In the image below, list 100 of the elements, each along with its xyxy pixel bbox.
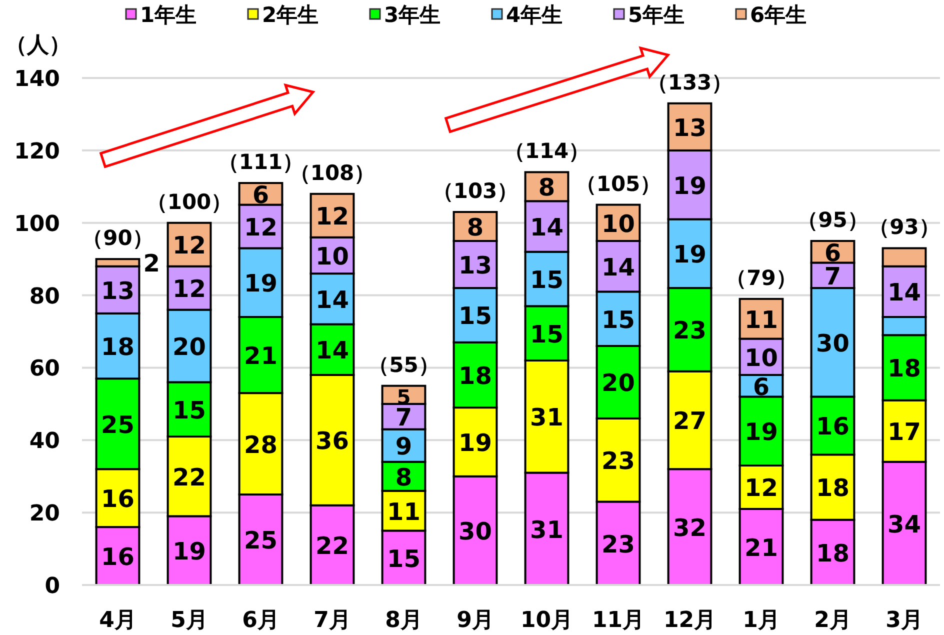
data-label: 14	[316, 336, 349, 365]
y-tick-label: 20	[29, 502, 60, 527]
data-label: 20	[602, 369, 635, 398]
data-label: 14	[888, 278, 921, 307]
data-label: 9	[395, 432, 412, 461]
data-label: 19	[744, 418, 778, 446]
data-label: 6	[752, 372, 770, 401]
data-label: 8	[395, 463, 412, 492]
data-label: 19	[673, 172, 706, 200]
data-label: 15	[172, 396, 206, 424]
data-label: 13	[458, 252, 492, 280]
data-label: 19	[244, 270, 278, 298]
legend-label: 6年生	[750, 3, 807, 27]
data-label: 15	[602, 306, 635, 334]
total-label: （79）	[726, 266, 797, 290]
data-label: 23	[602, 447, 635, 476]
data-label: 18	[101, 332, 134, 361]
x-tick-label: 9月	[456, 608, 494, 633]
data-label: 10	[744, 344, 778, 372]
data-label: 14	[316, 286, 349, 314]
data-label: 19	[172, 538, 206, 566]
x-tick-label: 8月	[385, 608, 422, 633]
data-label: 34	[888, 510, 921, 538]
data-label: 16	[101, 543, 134, 572]
x-tick-label: 5月	[170, 608, 208, 633]
data-label: 12	[744, 474, 778, 502]
data-label: 23	[673, 316, 706, 345]
y-tick-label: 80	[29, 284, 60, 310]
data-label: 21	[244, 342, 278, 370]
data-label: 13	[101, 276, 134, 305]
total-label: （105）	[575, 172, 662, 196]
data-label: 15	[530, 320, 564, 348]
data-label: 20	[172, 332, 206, 361]
data-label: 18	[458, 362, 492, 390]
data-label: 23	[602, 530, 635, 558]
legend-label: 3年生	[384, 3, 441, 27]
data-label: 10	[602, 210, 635, 238]
x-tick-label: 6月	[242, 608, 280, 633]
data-label: 25	[244, 526, 278, 555]
data-label: 8	[466, 213, 484, 242]
data-label: 2	[143, 250, 160, 278]
data-label: 27	[673, 407, 706, 436]
data-label: 11	[387, 498, 420, 526]
x-tick-label: 2月	[814, 608, 852, 633]
data-label: 15	[530, 266, 564, 294]
data-label: 12	[172, 232, 206, 260]
legend-label: 4年生	[506, 3, 563, 27]
data-label: 31	[530, 516, 564, 544]
data-label: 19	[673, 240, 706, 269]
data-label: 11	[744, 306, 778, 334]
x-tick-label: 1月	[742, 608, 780, 633]
total-label: （114）	[504, 139, 590, 164]
data-label: 7	[395, 404, 412, 432]
x-tick-label: 12月	[663, 608, 716, 633]
data-label: 6	[252, 180, 270, 209]
data-label: 31	[530, 404, 564, 432]
y-tick-label: 120	[14, 139, 60, 164]
data-label: 18	[888, 354, 921, 383]
data-label: 21	[744, 534, 778, 562]
data-label: 18	[816, 474, 850, 502]
y-tick-label: 100	[14, 212, 60, 237]
data-label: 12	[316, 202, 349, 231]
y-tick-label: 140	[14, 67, 60, 92]
data-label: 22	[316, 532, 349, 560]
data-label: 18	[816, 539, 850, 568]
legend-label: 1年生	[140, 3, 197, 27]
data-label: 10	[316, 242, 349, 270]
data-label: 19	[458, 428, 492, 457]
x-tick-label: 10月	[520, 608, 574, 633]
data-label: 15	[458, 302, 492, 330]
data-label: 13	[673, 114, 706, 142]
total-label: （90）	[82, 226, 154, 250]
total-label: （100）	[146, 190, 232, 214]
data-label: 30	[458, 518, 492, 546]
x-tick-label: 11月	[592, 608, 645, 633]
x-tick-label: 3月	[886, 608, 923, 633]
total-label: （93）	[868, 215, 940, 240]
data-label: 16	[816, 412, 850, 441]
y-tick-label: 60	[29, 356, 60, 382]
data-label: 14	[530, 213, 564, 242]
y-tick-label: 0	[44, 574, 60, 599]
data-label: 8	[538, 174, 556, 202]
data-label: 25	[101, 410, 134, 439]
y-axis-title: （人）	[5, 33, 71, 58]
data-label: 12	[172, 275, 206, 304]
total-label: （103）	[432, 178, 518, 203]
total-label: （133）	[646, 70, 733, 94]
legend-label: 2年生	[262, 3, 319, 27]
x-tick-label: 4月	[99, 608, 136, 633]
data-label: 32	[673, 514, 706, 542]
data-label: 15	[387, 544, 420, 573]
x-tick-label: 7月	[314, 608, 351, 633]
data-label: 22	[172, 463, 206, 492]
y-tick-label: 40	[29, 429, 60, 454]
data-label: 12	[244, 213, 278, 242]
data-label: 30	[816, 329, 850, 358]
total-label: （95）	[797, 208, 868, 232]
data-label: 14	[602, 253, 635, 282]
data-label: 36	[316, 427, 349, 456]
data-label: 16	[101, 485, 134, 514]
